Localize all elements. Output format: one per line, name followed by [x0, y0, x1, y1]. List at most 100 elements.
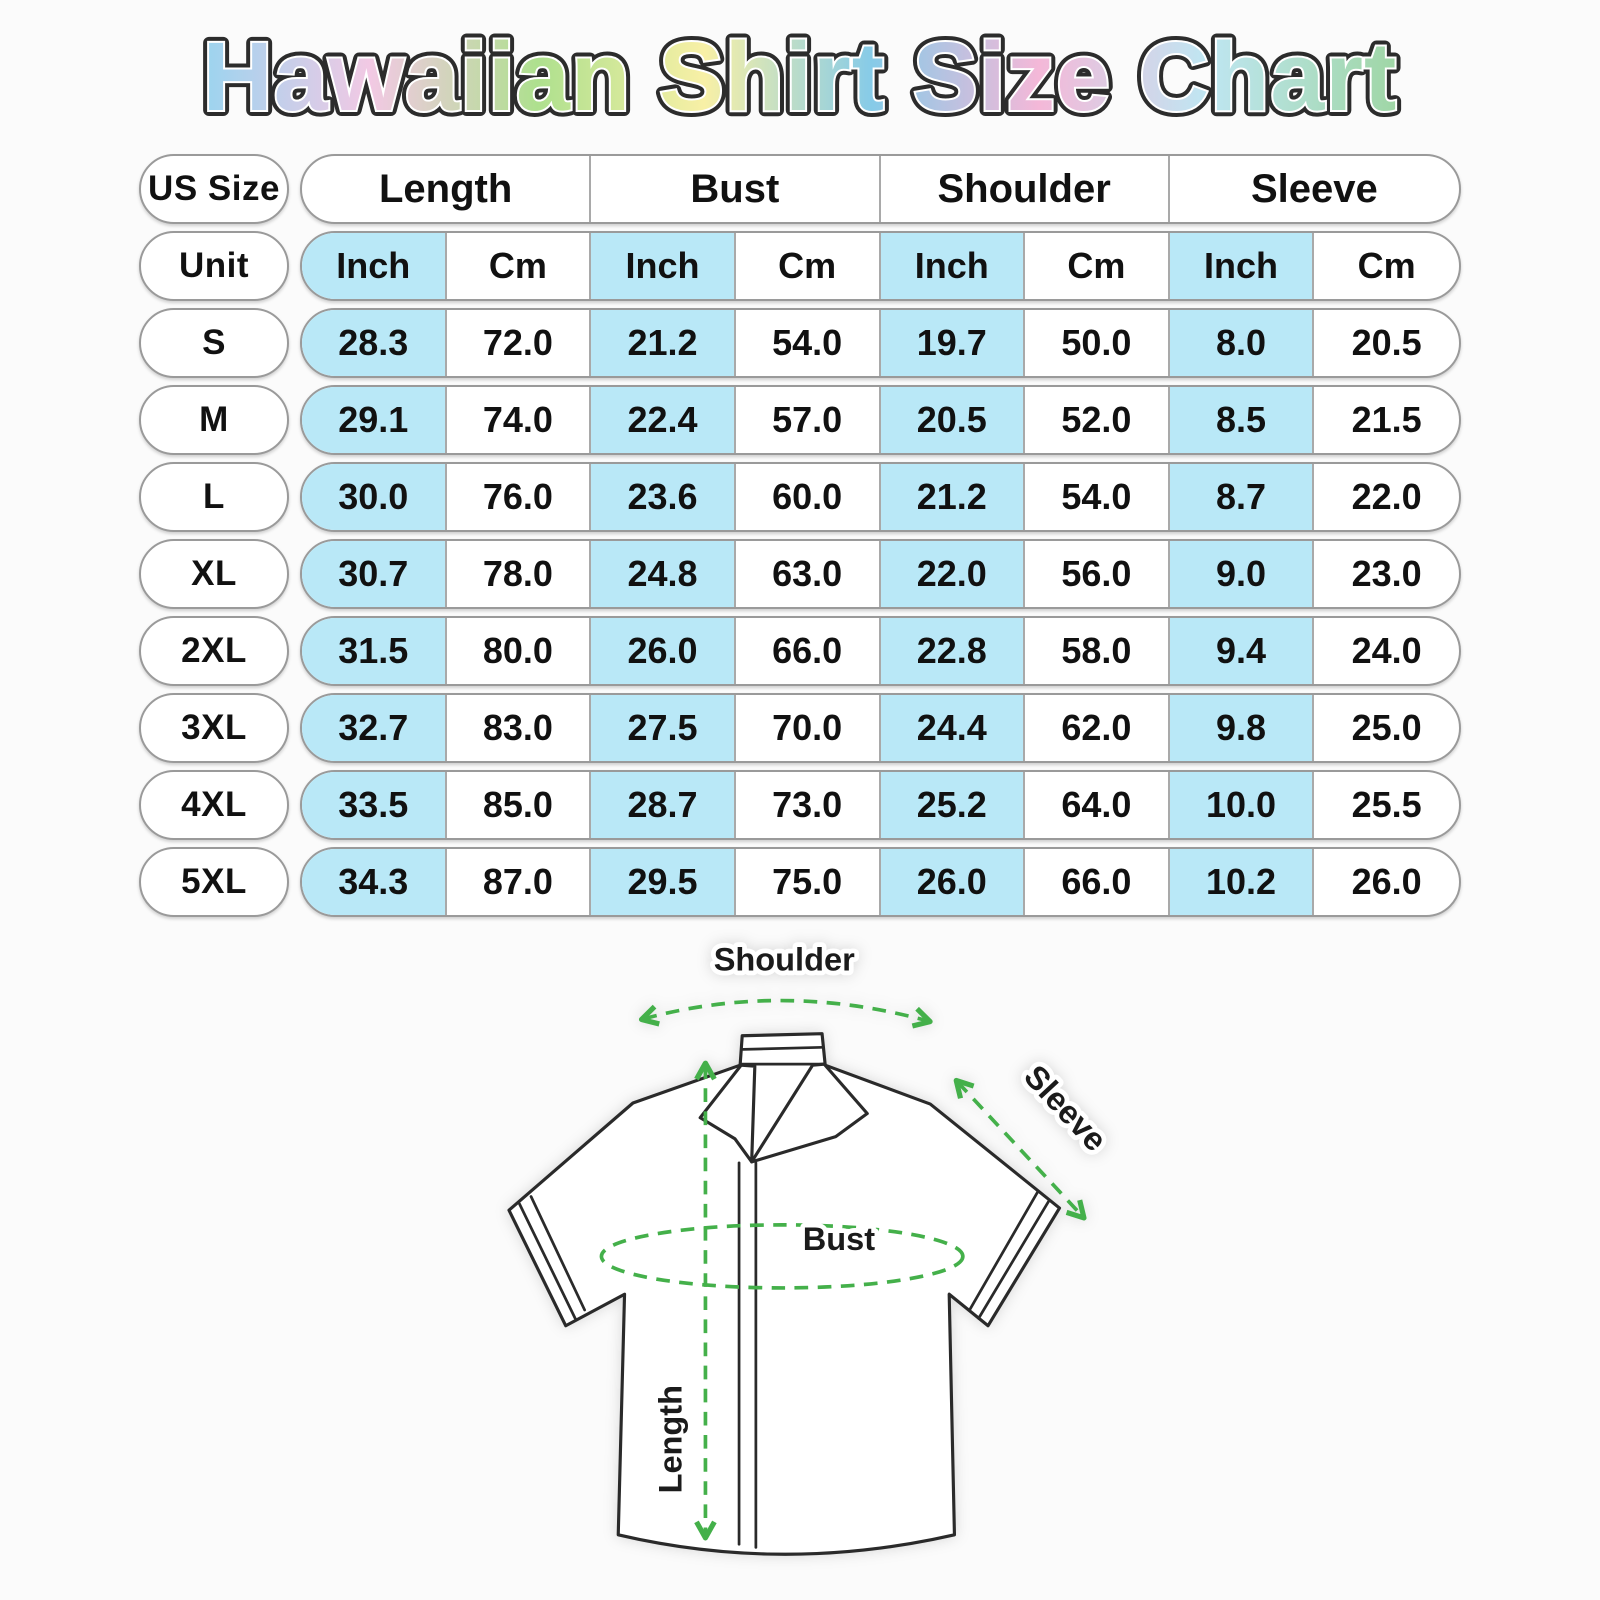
value-cell: 70.0 [736, 695, 881, 761]
value-cell: 22.0 [1351, 476, 1422, 517]
bust-measure-label: Bust [803, 1221, 875, 1257]
page-title-outline: Hawaiian Shirt Size Chart [203, 22, 1398, 131]
unit-cell: Inch [1169, 233, 1315, 299]
value-cell: 83.0 [447, 695, 592, 761]
value-cell: 56.0 [1025, 541, 1170, 607]
table-row: S 28.3 72.0 21.2 54.0 19.7 50.0 8.0 20.5 [139, 308, 1461, 378]
unit-cell: Inch [302, 233, 447, 299]
value-cell: 85.0 [447, 772, 592, 838]
value-cell: 25.5 [1351, 784, 1422, 825]
unit-cell: Cm [736, 233, 881, 299]
value-cell: 21.2 [880, 464, 1026, 530]
unit-cell: Cm [1025, 233, 1170, 299]
length-measure-label: Length [652, 1385, 688, 1493]
value-cell: 9.8 [1169, 695, 1315, 761]
row-values-pill: 33.5 85.0 28.7 73.0 25.2 64.0 10.0 25.5 [300, 770, 1461, 840]
value-cell: 10.0 [1169, 772, 1315, 838]
shoulder-measure-line [638, 998, 933, 1029]
value-cell: 28.3 [302, 310, 447, 376]
value-cell: 30.0 [302, 464, 447, 530]
left-cuff-band-2 [529, 1195, 586, 1312]
value-cell: 52.0 [1025, 387, 1170, 453]
value-cell: 30.7 [302, 541, 447, 607]
value-cell: 29.1 [302, 387, 447, 453]
value-cell: 74.0 [447, 387, 592, 453]
value-cell: 76.0 [447, 464, 592, 530]
size-cell: M [139, 385, 289, 455]
shirt-diagram-graphic: Shoulder Sleeve Bust Length [507, 939, 1119, 1556]
table-row: XL 30.7 78.0 24.8 63.0 22.0 56.0 9.0 23.… [139, 539, 1461, 609]
shirt-outline [507, 1032, 1062, 1556]
row-values-pill: 29.1 74.0 22.4 57.0 20.5 52.0 8.5 21.5 [300, 385, 1461, 455]
table-row: 5XL 34.3 87.0 29.5 75.0 26.0 66.0 10.2 2… [139, 847, 1461, 917]
corner-header-cell: US Size [139, 154, 289, 224]
value-cell: 62.0 [1025, 695, 1170, 761]
row-values-pill: 30.7 78.0 24.8 63.0 22.0 56.0 9.0 23.0 [300, 539, 1461, 609]
value-cell: 8.5 [1169, 387, 1315, 453]
unit-row: Unit Inch Cm Inch Cm Inch Cm Inch Cm [139, 231, 1461, 301]
row-values-pill: 31.5 80.0 26.0 66.0 22.8 58.0 9.4 24.0 [300, 616, 1461, 686]
size-chart-table: US Size Length Bust Shoulder Sleeve Unit… [139, 154, 1461, 917]
value-cell: 25.0 [1351, 707, 1422, 748]
value-cell: 21.5 [1351, 399, 1422, 440]
row-values-pill: 32.7 83.0 27.5 70.0 24.4 62.0 9.8 25.0 [300, 693, 1461, 763]
sleeve-measure-label: Sleeve [1017, 1058, 1114, 1158]
group-header-shoulder: Shoulder [881, 156, 1170, 222]
size-cell: 4XL [139, 770, 289, 840]
group-header-pill: Length Bust Shoulder Sleeve [300, 154, 1461, 224]
table-row: L 30.0 76.0 23.6 60.0 21.2 54.0 8.7 22.0 [139, 462, 1461, 532]
value-cell: 75.0 [736, 849, 881, 915]
sleeve-measure-line [953, 1077, 1087, 1221]
value-cell: 27.5 [591, 695, 736, 761]
value-cell: 22.8 [880, 618, 1026, 684]
value-cell: 34.3 [302, 849, 447, 915]
row-values-pill: 34.3 87.0 29.5 75.0 26.0 66.0 10.2 26.0 [300, 847, 1461, 917]
right-lapel [750, 1062, 869, 1164]
unit-row-pill: Inch Cm Inch Cm Inch Cm Inch Cm [300, 231, 1461, 301]
value-cell: 28.7 [591, 772, 736, 838]
value-cell: 24.4 [880, 695, 1026, 761]
size-cell: 2XL [139, 616, 289, 686]
value-cell: 9.0 [1169, 541, 1315, 607]
shirt-measurement-diagram: Shoulder Sleeve Bust Length [0, 939, 1600, 1599]
value-cell: 54.0 [736, 310, 881, 376]
table-row: M 29.1 74.0 22.4 57.0 20.5 52.0 8.5 21.5 [139, 385, 1461, 455]
value-cell: 33.5 [302, 772, 447, 838]
value-cell: 58.0 [1025, 618, 1170, 684]
bust-measure-ellipse [599, 1223, 965, 1290]
value-cell: 57.0 [736, 387, 881, 453]
value-cell: 32.7 [302, 695, 447, 761]
value-cell: 19.7 [880, 310, 1026, 376]
value-cell: 64.0 [1025, 772, 1170, 838]
table-rows: S 28.3 72.0 21.2 54.0 19.7 50.0 8.0 20.5… [139, 308, 1461, 917]
value-cell: 29.5 [591, 849, 736, 915]
value-cell: 80.0 [447, 618, 592, 684]
value-cell: 72.0 [447, 310, 592, 376]
unit-cell: Cm [1357, 245, 1416, 286]
shoulder-measure-label: Shoulder [714, 942, 855, 978]
value-cell: 26.0 [591, 618, 736, 684]
size-cell: 5XL [139, 847, 289, 917]
page-title-graphic: Hawaiian Shirt Size Chart Hawaiian Shirt… [197, 18, 1403, 137]
table-row: 4XL 33.5 85.0 28.7 73.0 25.2 64.0 10.0 2… [139, 770, 1461, 840]
value-cell: 10.2 [1169, 849, 1315, 915]
value-cell: 26.0 [880, 849, 1026, 915]
value-cell: 21.2 [591, 310, 736, 376]
table-row: 2XL 31.5 80.0 26.0 66.0 22.8 58.0 9.4 24… [139, 616, 1461, 686]
value-cell: 25.2 [880, 772, 1026, 838]
value-cell: 87.0 [447, 849, 592, 915]
size-cell: XL [139, 539, 289, 609]
size-cell: L [139, 462, 289, 532]
row-values-pill: 28.3 72.0 21.2 54.0 19.7 50.0 8.0 20.5 [300, 308, 1461, 378]
value-cell: 73.0 [736, 772, 881, 838]
size-cell: 3XL [139, 693, 289, 763]
group-header-bust: Bust [591, 156, 881, 222]
value-cell: 24.8 [591, 541, 736, 607]
unit-cell: Inch [880, 233, 1026, 299]
value-cell: 31.5 [302, 618, 447, 684]
value-cell: 23.6 [591, 464, 736, 530]
unit-row-label-cell: Unit [139, 231, 289, 301]
group-header-row: US Size Length Bust Shoulder Sleeve [139, 154, 1461, 224]
page-title: Hawaiian Shirt Size Chart [203, 22, 1398, 131]
